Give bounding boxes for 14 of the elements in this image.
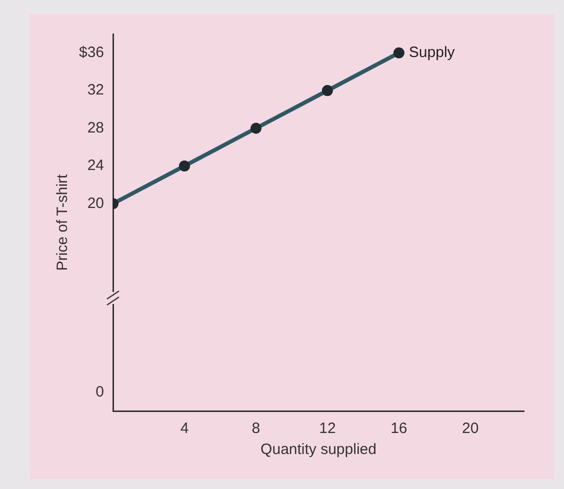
x-tick-label: 16 <box>390 420 408 438</box>
x-tick-label: 20 <box>462 420 479 438</box>
y-tick-label: 28 <box>87 119 104 136</box>
series-label: Supply <box>408 44 456 61</box>
x-tick-label: 4 <box>180 420 189 438</box>
y-tick-label: 20 <box>87 194 104 212</box>
x-tick-label: 12 <box>319 420 336 438</box>
y-tick-label: $36 <box>78 44 104 61</box>
x-tick-label: 8 <box>252 420 260 438</box>
y-tick-label: 0 <box>96 383 104 400</box>
y-axis-title: Price of T-shirt <box>54 173 72 271</box>
x-axis-title: Quantity supplied <box>260 441 376 458</box>
y-tick-label: 24 <box>87 157 104 174</box>
y-tick-label: 32 <box>87 82 104 99</box>
